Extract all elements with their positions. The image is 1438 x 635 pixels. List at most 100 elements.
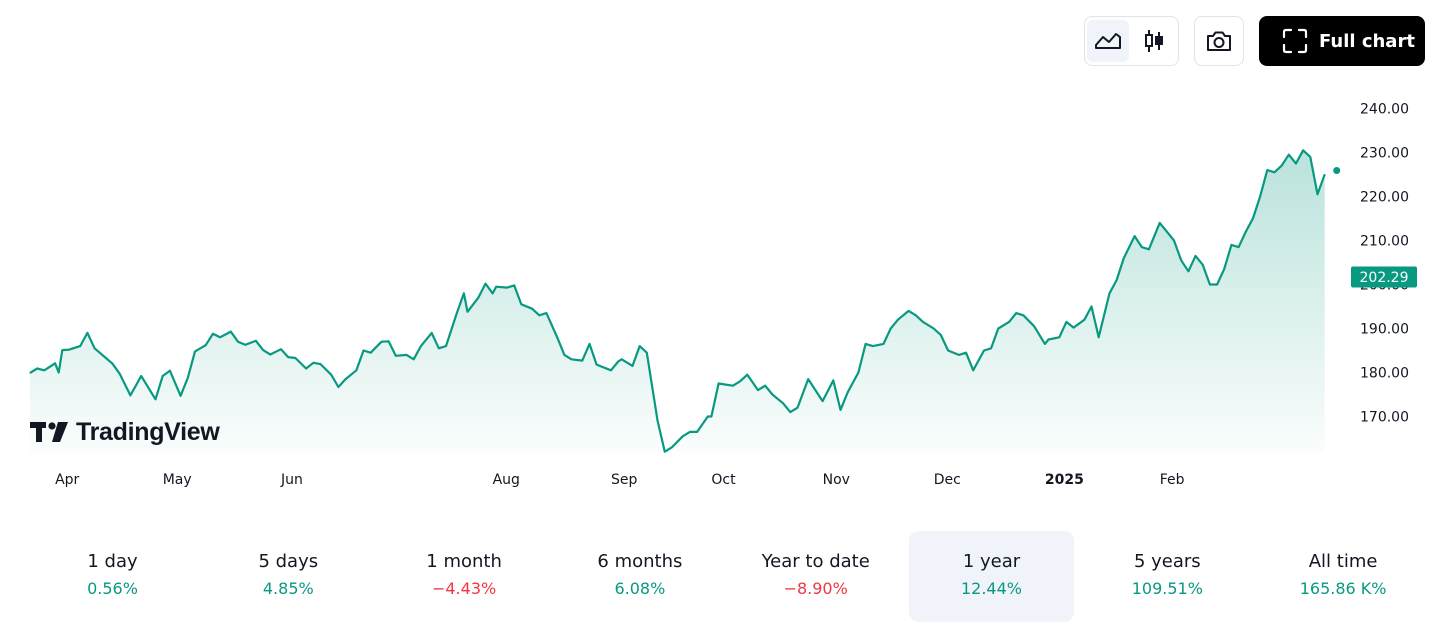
data-point <box>219 336 221 338</box>
data-point <box>1073 327 1075 329</box>
data-point <box>1108 292 1111 294</box>
data-point <box>1047 338 1050 341</box>
period-year-to-date[interactable]: Year to date −8.90% <box>733 531 898 622</box>
data-point <box>520 303 522 305</box>
data-point <box>617 360 619 363</box>
data-point <box>865 343 867 345</box>
area-chart-button[interactable] <box>1087 20 1129 62</box>
data-point <box>710 415 713 418</box>
camera-icon <box>1207 31 1231 51</box>
data-point <box>1134 235 1136 237</box>
snapshot-button[interactable] <box>1194 16 1244 66</box>
data-point <box>1223 268 1225 270</box>
data-point <box>732 385 734 387</box>
y-tick-label: 230.00 <box>1360 146 1409 162</box>
data-point <box>413 358 415 360</box>
data-point <box>187 377 189 379</box>
data-point <box>420 345 422 347</box>
period-1-day[interactable]: 1 day 0.56% <box>30 531 195 622</box>
data-point <box>545 312 548 314</box>
data-point <box>280 348 282 350</box>
data-point <box>965 352 967 354</box>
data-point <box>588 343 591 345</box>
data-point <box>355 369 357 371</box>
data-point <box>54 362 56 364</box>
data-point <box>908 310 910 312</box>
full-chart-button[interactable]: Full chart <box>1259 16 1425 66</box>
data-point <box>814 389 817 391</box>
data-point <box>445 345 447 347</box>
data-point <box>596 364 598 366</box>
data-point <box>1238 246 1240 248</box>
data-point <box>104 356 106 359</box>
data-point <box>61 349 63 351</box>
data-point <box>990 347 992 349</box>
data-point <box>671 446 673 448</box>
data-point <box>362 349 365 352</box>
last-price-tag <box>1351 266 1417 288</box>
data-point <box>129 394 131 396</box>
period-1-month[interactable]: 1 month −4.43% <box>382 531 547 622</box>
data-point <box>431 332 433 334</box>
data-point <box>922 321 924 323</box>
area-chart-icon <box>1095 33 1121 49</box>
data-point <box>832 379 834 381</box>
data-point <box>484 283 487 285</box>
period-5-years[interactable]: 5 years 109.51% <box>1085 531 1250 622</box>
period-label: 5 years <box>1133 551 1201 572</box>
data-point <box>244 344 246 346</box>
y-tick-label: 220.00 <box>1360 190 1409 206</box>
data-point <box>492 292 494 294</box>
data-point <box>664 451 666 453</box>
period-change: 165.86 K% <box>1299 579 1387 598</box>
data-point <box>897 319 899 321</box>
x-tick-label: 2025 <box>1045 472 1084 488</box>
data-point <box>1230 244 1232 246</box>
period-5-days[interactable]: 5 days 4.85% <box>206 531 371 622</box>
x-tick-label: Feb <box>1160 472 1185 488</box>
data-point <box>796 407 799 409</box>
candlestick-button[interactable] <box>1133 20 1175 62</box>
y-tick-label: 210.00 <box>1360 234 1409 250</box>
data-point <box>94 347 96 349</box>
data-point <box>1141 246 1143 248</box>
price-chart[interactable]: 170.00180.00190.00200.00210.00220.00230.… <box>0 0 1438 500</box>
data-point <box>1033 325 1035 327</box>
period-label: 1 day <box>87 551 138 572</box>
data-point <box>1266 169 1268 171</box>
data-point <box>556 336 558 338</box>
data-point <box>1309 156 1311 158</box>
x-tick-label: Aug <box>493 472 520 488</box>
x-tick-label: Dec <box>934 472 961 488</box>
data-point <box>86 332 88 334</box>
period-change: 0.56% <box>87 579 138 598</box>
data-point <box>972 369 974 371</box>
y-tick-label: 190.00 <box>1360 322 1409 338</box>
data-point <box>1008 321 1010 323</box>
y-tick-label: 240.00 <box>1360 102 1409 118</box>
data-point <box>746 374 748 376</box>
period-label: 6 months <box>597 551 683 572</box>
x-tick-label: Oct <box>711 472 736 488</box>
candlestick-icon <box>1145 30 1163 52</box>
fullscreen-icon <box>1282 28 1308 54</box>
period-6-months[interactable]: 6 months 6.08% <box>557 531 722 622</box>
data-point <box>1116 279 1118 281</box>
data-point <box>822 400 824 402</box>
data-point <box>237 341 239 343</box>
data-point <box>789 411 791 413</box>
data-point <box>646 352 648 354</box>
data-point <box>581 360 583 362</box>
period-change: 12.44% <box>960 579 1022 598</box>
period-1-year[interactable]: 1 year 12.44% <box>909 531 1074 622</box>
data-point <box>1324 173 1326 176</box>
x-axis: Apr May Jun Aug Sep Oct Nov Dec 2025 Feb <box>55 472 1185 488</box>
data-point <box>287 356 289 358</box>
data-point <box>513 284 515 286</box>
data-point <box>639 345 641 347</box>
data-point <box>395 355 397 357</box>
period-all-time[interactable]: All time 165.86 K% <box>1261 531 1426 622</box>
data-point <box>463 292 465 294</box>
data-point <box>58 371 60 374</box>
data-point <box>456 312 458 314</box>
